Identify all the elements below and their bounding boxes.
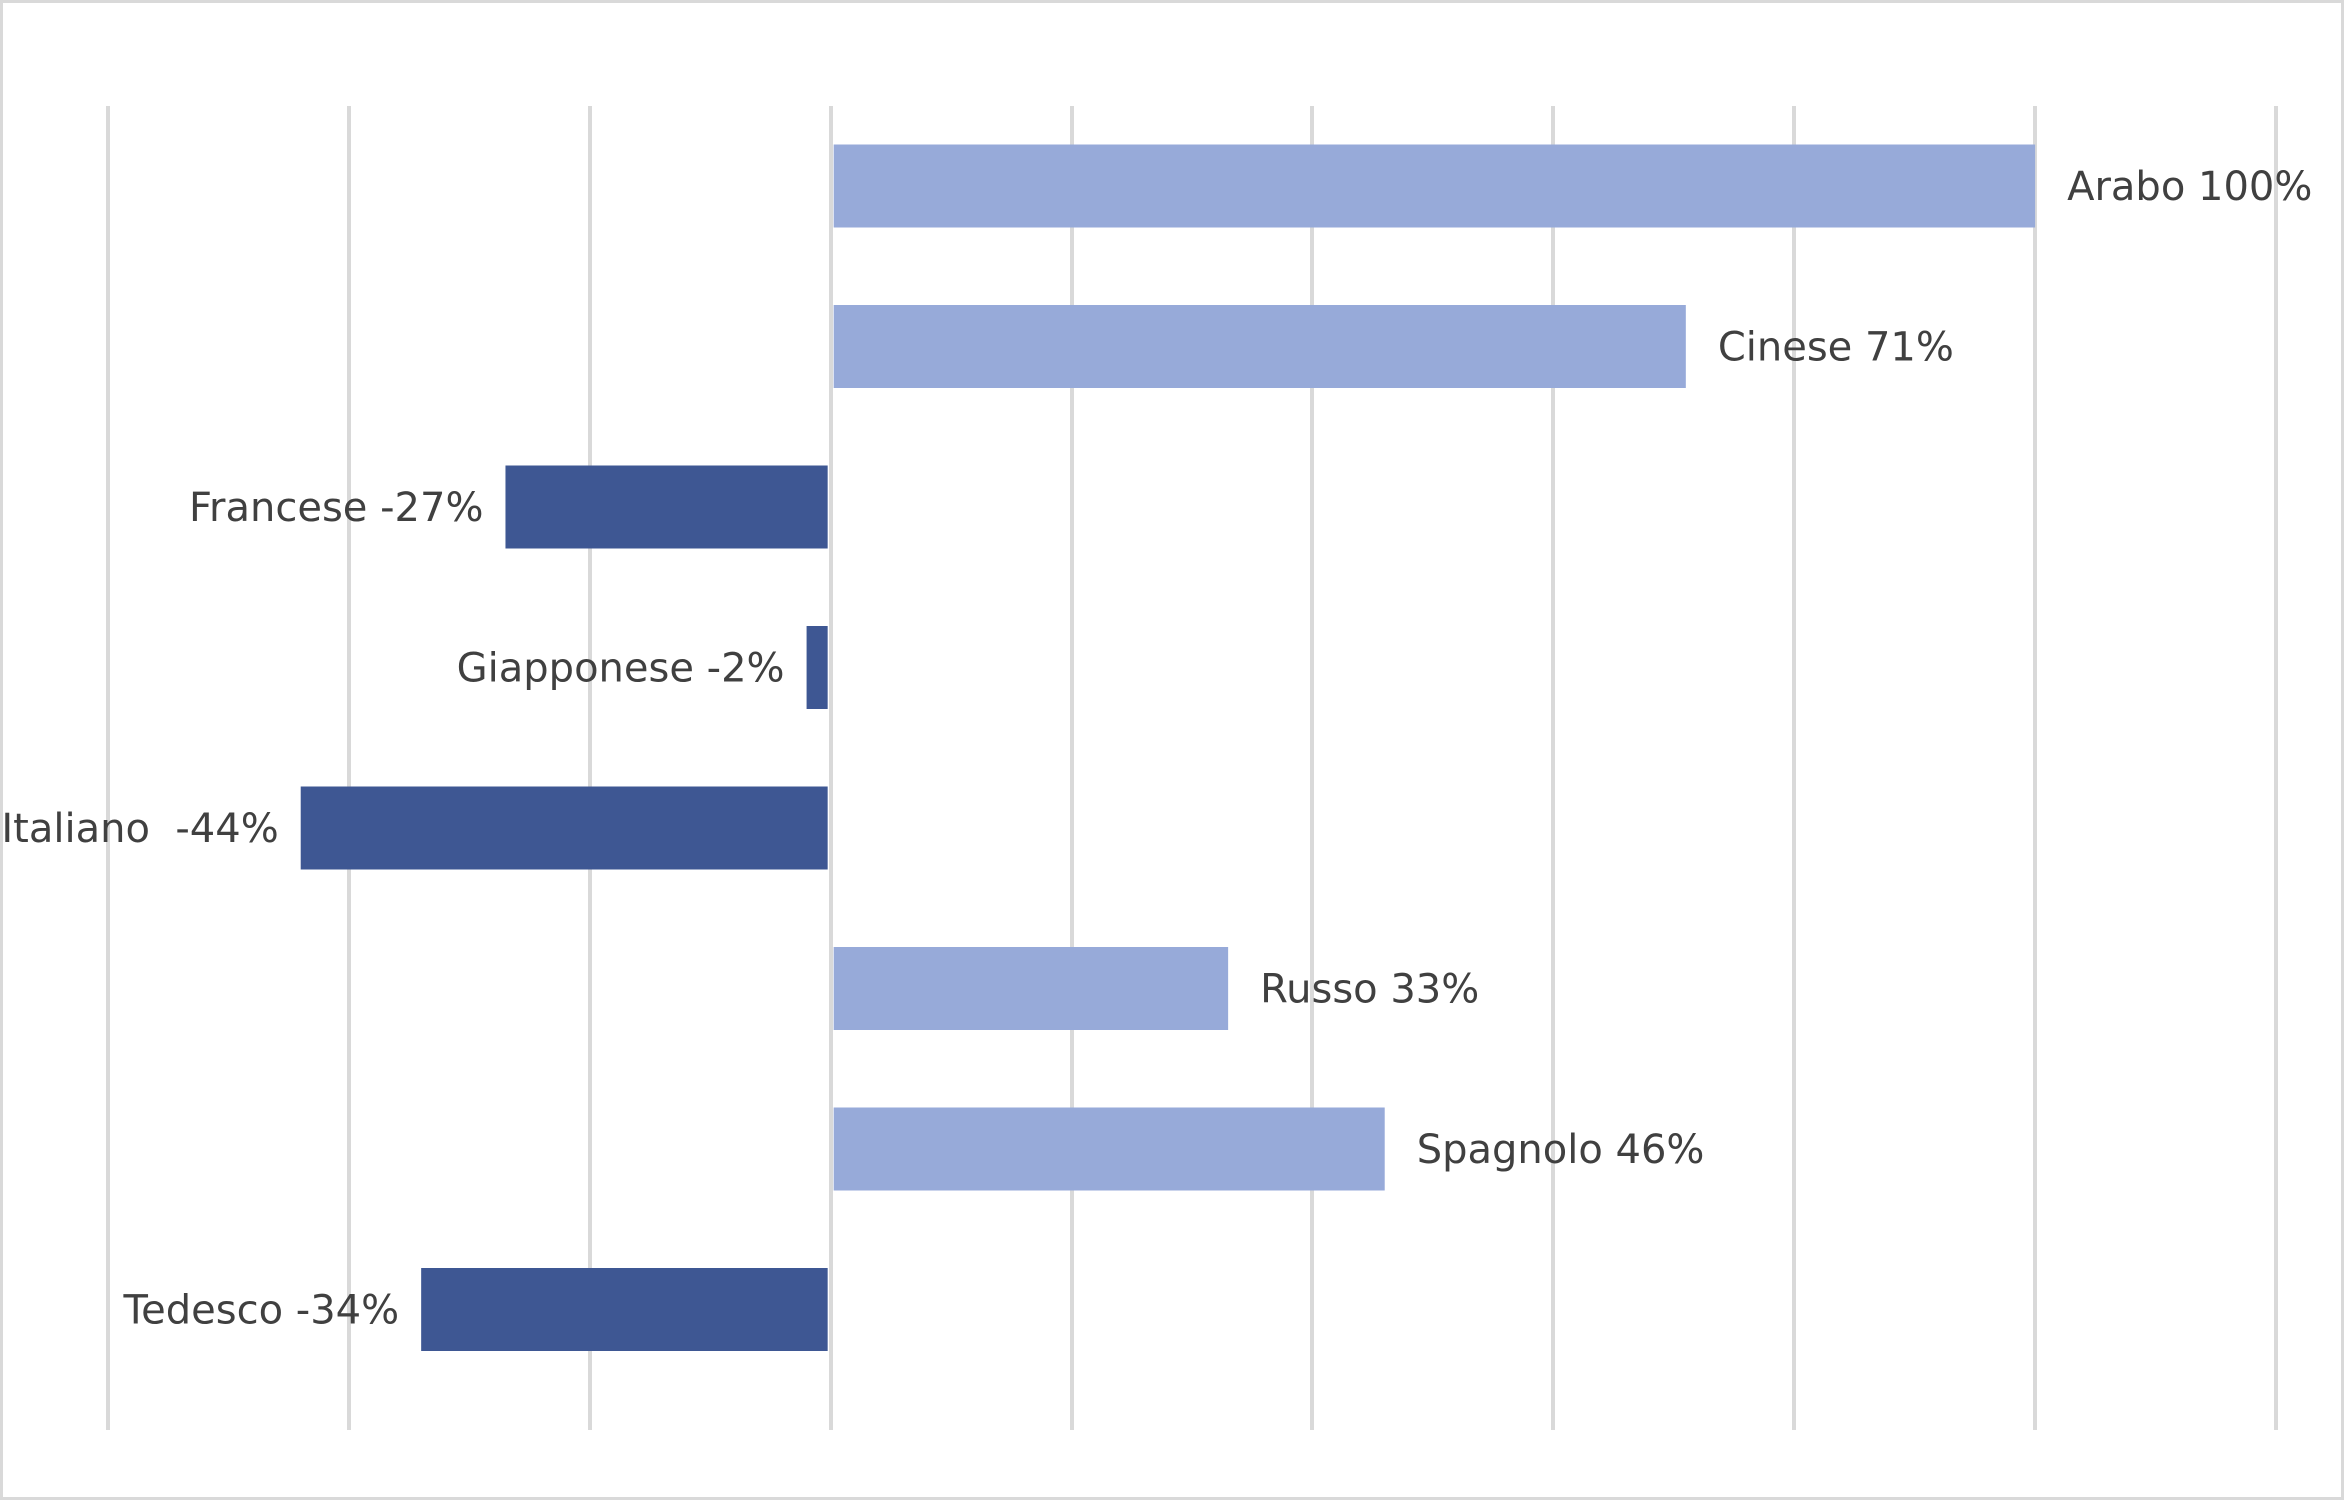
bars <box>300 144 2036 1351</box>
data-label-cinese: Cinese 71% <box>1718 325 1954 371</box>
bar-italiano <box>300 786 828 870</box>
bar-giapponese <box>806 626 828 709</box>
data-label-francese: Francese -27% <box>189 485 484 531</box>
bar-cinese <box>833 305 1686 388</box>
data-label-russo: Russo 33% <box>1260 967 1479 1013</box>
bar-arabo <box>833 144 2036 228</box>
data-label-italiano: Italiano -44% <box>1 806 278 852</box>
bar-tedesco <box>421 1268 828 1351</box>
data-labels: Arabo 100% Cinese 71% Francese -27% Giappon… <box>1 164 2312 1334</box>
gridlines <box>106 106 2278 1430</box>
bar-russo <box>833 947 1229 1030</box>
data-label-spagnolo: Spagnolo 46% <box>1417 1127 1705 1173</box>
bar-spagnolo <box>833 1107 1385 1191</box>
data-label-giapponese: Giapponese -2% <box>457 646 785 692</box>
data-label-arabo: Arabo 100% <box>2067 164 2312 210</box>
bar-francese <box>505 465 828 549</box>
data-label-tedesco: Tedesco -34% <box>123 1288 400 1334</box>
